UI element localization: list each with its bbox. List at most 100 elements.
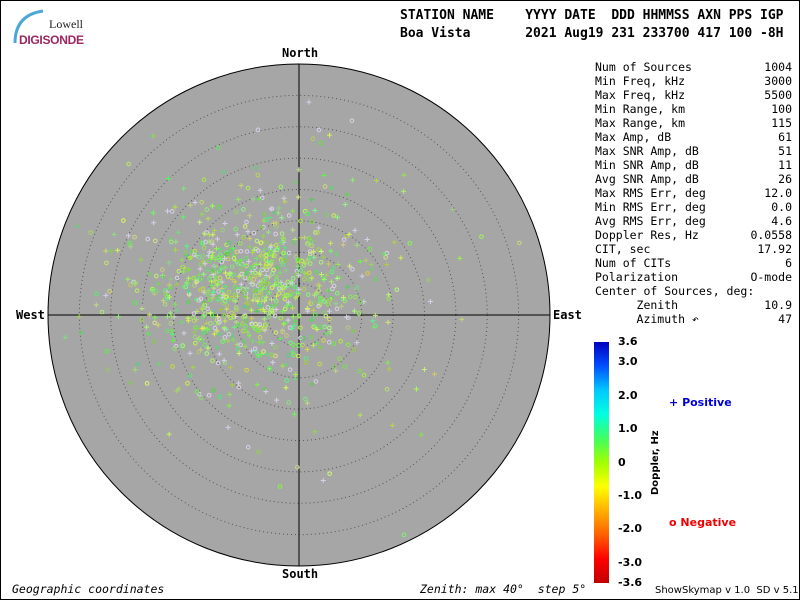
source-positive xyxy=(187,202,193,208)
source-positive xyxy=(230,337,236,343)
source-positive xyxy=(223,270,229,276)
source-negative xyxy=(303,356,309,361)
stat-row: Max SNR Amp, dB 51 xyxy=(595,144,792,158)
source-negative xyxy=(331,341,337,346)
source-negative xyxy=(313,379,319,384)
source-positive xyxy=(325,261,331,267)
source-positive xyxy=(310,342,316,348)
source-negative xyxy=(277,282,283,287)
source-negative xyxy=(237,262,243,268)
source-negative xyxy=(347,294,353,300)
source-positive xyxy=(344,192,350,198)
source-positive xyxy=(269,341,275,346)
source-negative xyxy=(206,392,212,398)
source-negative xyxy=(259,195,265,201)
source-positive xyxy=(346,231,352,237)
source-positive xyxy=(248,280,254,286)
source-positive xyxy=(280,363,286,369)
source-negative xyxy=(293,254,299,259)
source-negative xyxy=(228,247,233,253)
source-negative xyxy=(251,277,257,282)
source-negative xyxy=(170,364,175,369)
source-positive xyxy=(222,221,228,227)
source-positive xyxy=(111,231,117,237)
source-positive xyxy=(185,289,191,295)
source-positive xyxy=(235,196,241,202)
source-positive xyxy=(236,273,242,279)
colorbar-tick: 2.0 xyxy=(618,388,638,402)
source-negative xyxy=(185,299,191,305)
stat-label: Num of CITs xyxy=(595,256,672,270)
stat-value: 26 xyxy=(778,172,792,186)
source-negative xyxy=(255,353,261,359)
source-positive xyxy=(209,283,215,289)
source-positive xyxy=(253,256,259,262)
source-negative xyxy=(231,297,237,303)
source-positive xyxy=(172,301,178,307)
colorbar-label: Doppler, Hz xyxy=(650,430,661,495)
source-negative xyxy=(358,299,363,305)
source-positive xyxy=(401,188,407,194)
source-positive xyxy=(253,273,259,279)
source-negative xyxy=(367,246,373,252)
source-positive xyxy=(273,220,279,226)
source-negative xyxy=(241,314,246,320)
source-negative xyxy=(255,328,260,333)
source-positive xyxy=(296,313,302,319)
source-positive xyxy=(337,275,343,281)
source-positive xyxy=(338,303,344,309)
stat-value: 1004 xyxy=(764,60,792,74)
source-positive xyxy=(250,338,256,344)
source-negative xyxy=(302,276,307,282)
stat-label: Azimuth ↶ xyxy=(595,312,699,326)
source-negative xyxy=(284,333,289,338)
footer-version: ShowSkymap v 1.0 SD v 5.1 xyxy=(655,585,799,596)
source-negative xyxy=(313,230,318,235)
source-negative xyxy=(303,360,309,365)
stat-value: 0.0558 xyxy=(750,228,792,242)
source-positive xyxy=(279,215,285,221)
source-positive xyxy=(185,318,191,324)
source-positive xyxy=(238,281,244,287)
source-negative xyxy=(241,287,246,292)
source-negative xyxy=(268,250,274,255)
source-positive xyxy=(267,274,273,280)
source-positive xyxy=(223,284,229,290)
source-positive xyxy=(62,334,68,340)
source-positive xyxy=(205,326,211,332)
source-positive xyxy=(304,400,310,406)
source-negative xyxy=(198,277,204,282)
source-negative xyxy=(169,209,175,214)
source-positive xyxy=(213,274,219,280)
source-positive xyxy=(351,308,357,314)
source-negative xyxy=(229,332,234,338)
source-positive xyxy=(350,328,356,334)
source-positive xyxy=(179,257,185,263)
source-negative xyxy=(212,264,218,270)
source-positive xyxy=(340,294,346,300)
source-positive xyxy=(211,331,217,337)
source-positive xyxy=(219,306,225,312)
source-negative xyxy=(318,260,324,265)
source-positive xyxy=(214,328,220,334)
source-positive xyxy=(210,289,216,295)
source-negative xyxy=(204,207,210,212)
source-positive xyxy=(290,305,296,311)
source-positive xyxy=(166,260,172,266)
source-negative xyxy=(311,324,317,330)
source-negative xyxy=(365,271,370,276)
source-negative xyxy=(356,311,362,316)
source-negative xyxy=(326,316,332,322)
source-negative xyxy=(94,291,99,297)
source-positive xyxy=(231,291,237,297)
source-positive xyxy=(128,244,134,250)
source-positive xyxy=(217,331,223,337)
source-negative xyxy=(126,161,131,167)
source-positive xyxy=(321,172,327,178)
source-negative xyxy=(242,224,248,229)
source-negative xyxy=(222,335,228,340)
source-negative xyxy=(203,311,208,316)
source-positive xyxy=(138,257,144,263)
source-positive xyxy=(268,244,274,250)
source-negative xyxy=(238,267,244,273)
